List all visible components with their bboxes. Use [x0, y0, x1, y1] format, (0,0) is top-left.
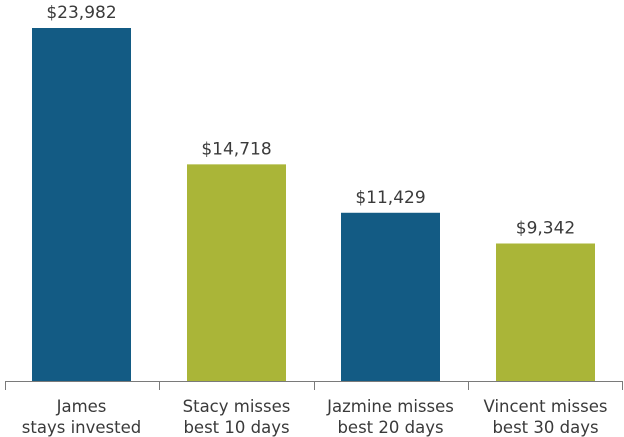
value-label-3: $11,429 [355, 188, 425, 208]
category-label-4-line-2: best 30 days [492, 418, 598, 437]
category-label-4: Vincent misses best 30 days [484, 397, 608, 437]
category-label-3-line-1: Jazmine misses [326, 397, 454, 416]
category-label-2-line-2: best 10 days [183, 418, 289, 437]
category-label-1: James stays invested [22, 397, 141, 437]
category-label-3: Jazmine misses best 20 days [326, 397, 454, 437]
value-label-2: $14,718 [201, 139, 271, 159]
category-label-2: Stacy misses best 10 days [183, 397, 291, 437]
bar-4 [496, 243, 595, 381]
category-label-2-line-1: Stacy misses [183, 397, 291, 416]
category-label-4-line-1: Vincent misses [484, 397, 608, 416]
x-axis [5, 381, 623, 390]
bar-1 [32, 28, 131, 381]
category-label-1-line-2: stays invested [22, 418, 141, 437]
value-labels-group: $23,982 $14,718 $11,429 $9,342 [46, 3, 575, 238]
bar-2 [187, 164, 286, 381]
category-label-3-line-2: best 20 days [337, 418, 443, 437]
category-label-1-line-1: James [56, 397, 107, 416]
category-labels-group: James stays invested Stacy misses best 10 d… [22, 397, 608, 437]
value-label-4: $9,342 [516, 218, 575, 238]
value-label-1: $23,982 [46, 3, 116, 23]
bar-3 [341, 212, 440, 381]
bars-group [32, 28, 595, 381]
